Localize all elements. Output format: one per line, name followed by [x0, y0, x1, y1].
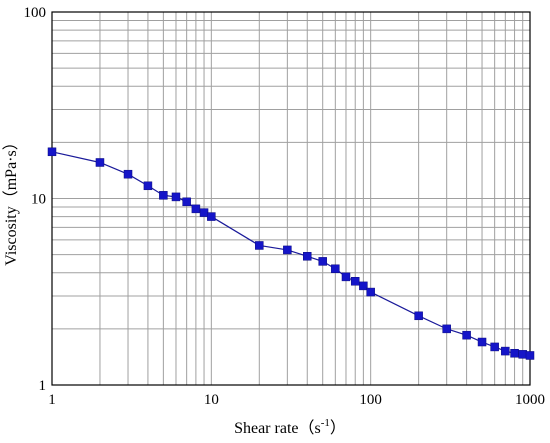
- data-point: [331, 264, 340, 274]
- data-point: [143, 181, 153, 191]
- data-point: [171, 192, 181, 202]
- data-point: [359, 281, 368, 291]
- grid-lines: [52, 12, 530, 385]
- x-tick-label: 100: [359, 392, 382, 408]
- data-point: [191, 204, 201, 214]
- data-point: [159, 191, 168, 200]
- data-point: [199, 208, 209, 217]
- data-point: [442, 324, 451, 334]
- tick-labels: 1 10 100 1000 1 10 100: [24, 5, 546, 408]
- data-point: [350, 276, 360, 286]
- data-point: [303, 252, 312, 261]
- data-point: [462, 330, 471, 340]
- data-point: [123, 169, 133, 179]
- data-point: [255, 241, 264, 250]
- plot-area: [51, 11, 531, 386]
- data-point: [207, 212, 216, 221]
- x-tick-label: 1: [48, 392, 56, 408]
- y-tick-label: 1: [39, 378, 47, 394]
- data-point: [318, 257, 327, 266]
- data-series: [47, 147, 535, 360]
- data-point: [501, 346, 510, 356]
- data-point: [283, 245, 292, 255]
- data-point: [182, 197, 191, 207]
- x-tick-label: 1000: [515, 392, 545, 408]
- data-point: [366, 287, 375, 297]
- series-line: [51, 151, 531, 357]
- data-point: [525, 351, 535, 360]
- data-point: [490, 342, 499, 352]
- x-axis-label: Shear rate（s-1）: [234, 417, 346, 437]
- data-point: [414, 311, 423, 321]
- y-tick-label: 10: [31, 192, 46, 208]
- y-axis-label: Viscosity（mPa·s）: [2, 134, 20, 266]
- data-point: [47, 147, 57, 157]
- data-point: [95, 158, 105, 167]
- data-point: [518, 350, 527, 359]
- data-point: [341, 272, 351, 282]
- data-point: [477, 337, 487, 347]
- data-point: [510, 348, 519, 358]
- x-tick-label: 10: [204, 392, 219, 408]
- y-tick-label: 100: [24, 5, 47, 21]
